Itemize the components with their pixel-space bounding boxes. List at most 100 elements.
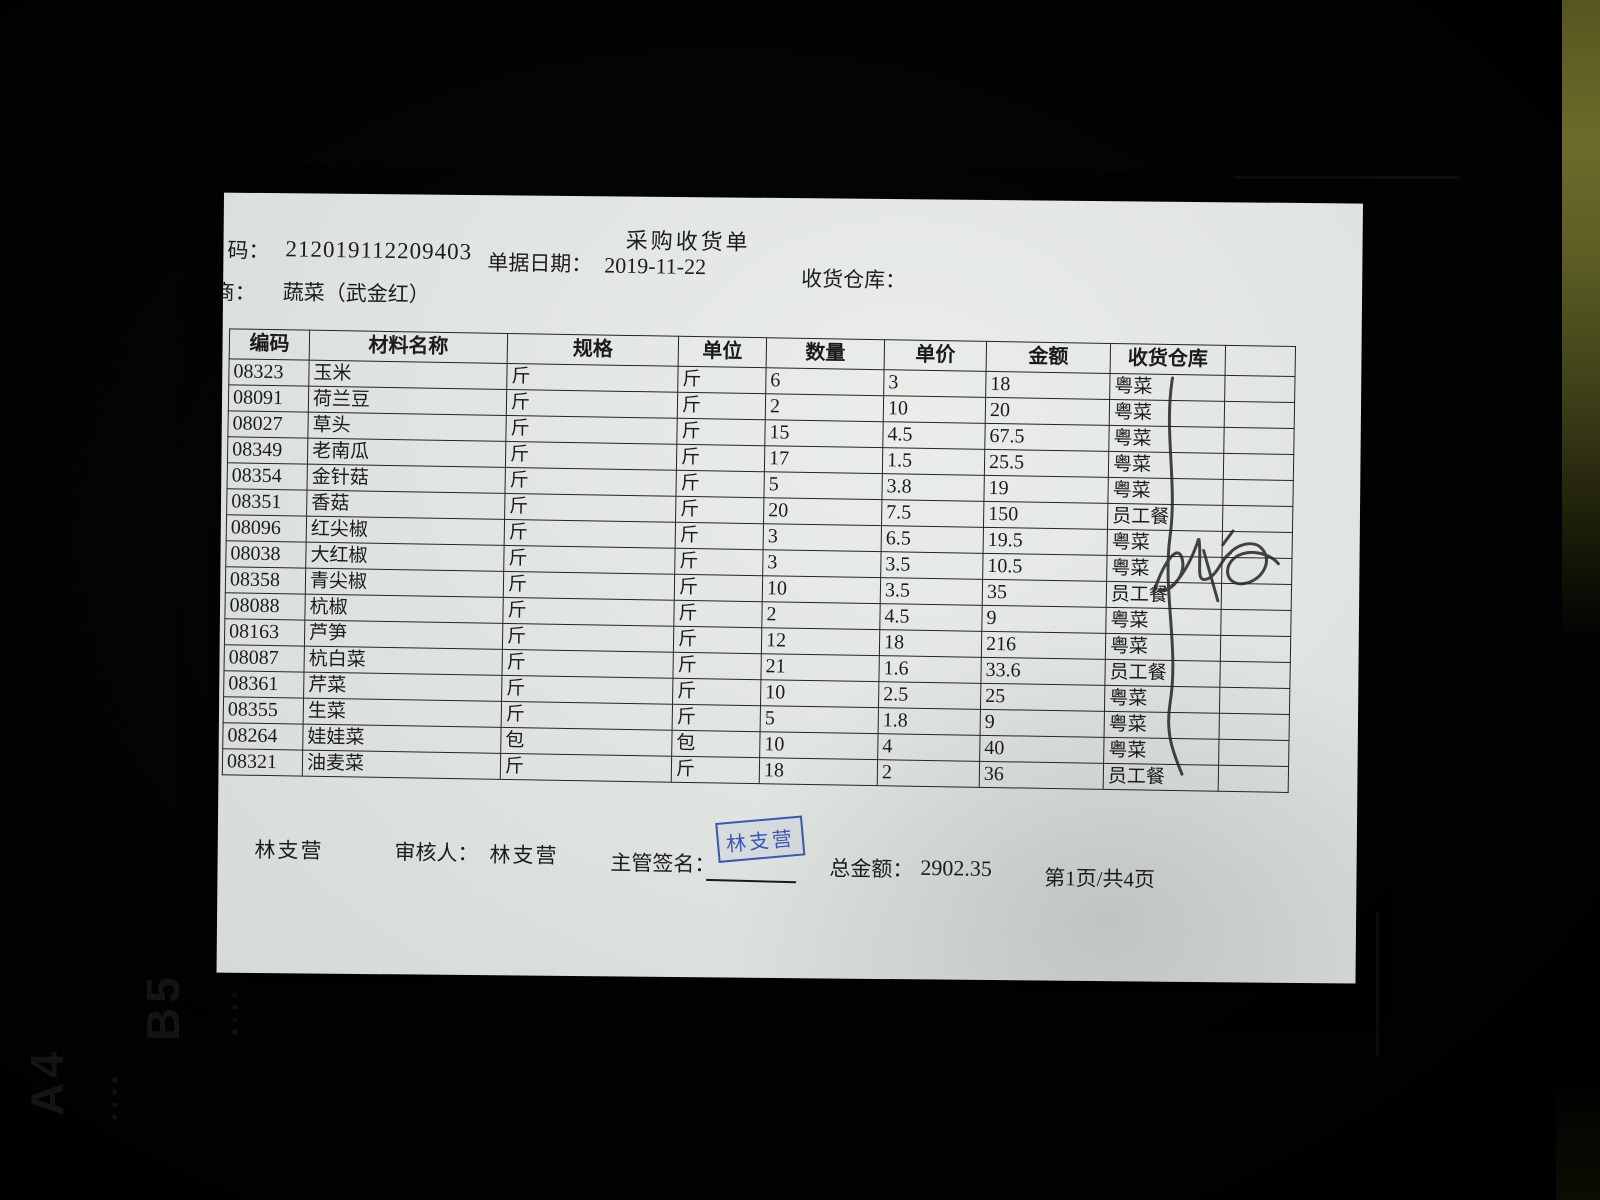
copier-edge-vline (1376, 912, 1379, 1057)
cell-amount: 36 (979, 761, 1104, 790)
cell-spec: 斤 (504, 519, 676, 549)
cell-code: 08088 (224, 592, 306, 621)
cell-quantity: 3 (762, 549, 882, 578)
cell-extra (1218, 739, 1289, 767)
cell-warehouse: 粤菜 (1106, 555, 1223, 584)
header-unit: 单位 (678, 336, 767, 368)
cell-amount: 40 (979, 735, 1105, 764)
table-body: 08323 玉米 斤 斤 6 3 18 粤菜 08091 荷兰豆 斤 斤 2 1… (222, 358, 1296, 793)
cell-material-name: 杭椒 (304, 594, 504, 624)
cell-amount: 216 (981, 631, 1106, 660)
cell-spec: 斤 (501, 701, 673, 731)
cell-warehouse: 员工餐 (1106, 581, 1222, 610)
cell-warehouse: 粤菜 (1109, 399, 1225, 428)
cell-extra (1220, 609, 1292, 637)
cell-material-name: 玉米 (308, 360, 508, 390)
cell-warehouse: 粤菜 (1105, 607, 1222, 636)
cell-extra (1223, 427, 1295, 455)
cell-amount: 9 (980, 709, 1105, 738)
auditor-name: 林支营 (489, 842, 559, 868)
cell-quantity: 10 (762, 575, 881, 604)
cell-amount: 9 (981, 605, 1107, 634)
signature-stamp: 林支营 (715, 815, 806, 863)
cell-material-name: 油麦菜 (302, 750, 501, 780)
cell-material-name: 老南瓜 (307, 438, 506, 468)
cell-warehouse: 粤菜 (1108, 451, 1224, 480)
cell-unit-price: 18 (879, 629, 982, 658)
cell-material-name: 大红椒 (305, 542, 505, 572)
header-code: 编码 (229, 328, 310, 361)
cell-unit-price: 3.8 (881, 473, 985, 502)
cell-quantity: 6 (765, 367, 885, 396)
cell-unit-price: 4 (877, 733, 981, 762)
cell-code: 08163 (224, 618, 305, 647)
cell-amount: 33.6 (980, 657, 1106, 686)
header-material-name: 材料名称 (309, 330, 508, 364)
cell-unit: 斤 (671, 756, 760, 784)
cell-quantity: 18 (759, 757, 878, 786)
cell-unit-price: 2 (877, 759, 980, 788)
receiving-warehouse-label: 收货仓库： (800, 266, 907, 293)
cell-unit-price: 1.6 (878, 655, 982, 684)
doc-date-label: 单据日期： (487, 250, 593, 277)
cell-extra (1219, 661, 1291, 689)
cell-material-name: 荷兰豆 (308, 386, 507, 416)
signature-underline (706, 878, 797, 884)
cell-spec: 斤 (501, 649, 674, 679)
cell-unit: 包 (671, 730, 761, 758)
wood-edge (1562, 0, 1600, 640)
doc-number-value: 212019112209403 (285, 236, 473, 265)
header-extra (1225, 345, 1296, 377)
cell-warehouse: 粤菜 (1104, 711, 1220, 740)
cell-unit: 斤 (674, 574, 763, 602)
platen-dots-a4: ▪▪▪▪ (104, 1070, 125, 1121)
cell-warehouse: 粤菜 (1107, 477, 1224, 506)
cell-unit-price: 3 (883, 369, 987, 398)
cell-quantity: 17 (764, 445, 883, 474)
cell-extra (1219, 687, 1290, 715)
platen-label-a4: A4 (21, 1047, 73, 1116)
supervisor-sign-label: 主管签名： (610, 850, 716, 877)
cell-code: 08264 (222, 722, 304, 751)
cell-unit: 斤 (674, 548, 764, 576)
cell-extra (1220, 635, 1291, 663)
cell-warehouse: 粤菜 (1109, 373, 1226, 402)
cell-spec: 斤 (500, 753, 672, 783)
header-unit-price: 单价 (884, 339, 987, 372)
cell-material-name: 芹菜 (303, 672, 502, 702)
header-warehouse: 收货仓库 (1110, 343, 1226, 376)
cell-quantity: 10 (759, 731, 879, 760)
cell-amount: 19.5 (983, 527, 1108, 556)
cell-amount: 18 (985, 371, 1111, 400)
cell-unit: 斤 (675, 496, 764, 524)
cell-spec: 斤 (505, 415, 678, 445)
cell-warehouse: 粤菜 (1105, 633, 1221, 662)
cell-unit-price: 4.5 (879, 603, 983, 632)
cell-extra (1221, 557, 1293, 585)
cell-quantity: 10 (760, 679, 879, 708)
cell-warehouse: 粤菜 (1107, 529, 1223, 558)
cell-unit: 斤 (673, 626, 762, 654)
cell-material-name: 芦笋 (304, 620, 503, 650)
cell-unit-price: 6.5 (881, 525, 984, 554)
cell-code: 08354 (227, 462, 308, 491)
cell-amount: 20 (985, 397, 1110, 426)
cell-spec: 斤 (506, 389, 678, 419)
cell-unit-price: 1.5 (882, 447, 985, 476)
cell-code: 08027 (227, 410, 309, 439)
cell-unit: 斤 (673, 600, 763, 628)
cell-warehouse: 粤菜 (1108, 425, 1225, 454)
cell-quantity: 15 (764, 419, 884, 448)
cell-unit-price: 3.5 (880, 551, 984, 580)
cell-quantity: 21 (760, 653, 880, 682)
cell-unit-price: 7.5 (881, 499, 984, 528)
header-spec: 规格 (507, 333, 679, 367)
cell-material-name: 香菇 (306, 490, 505, 520)
cell-extra (1218, 765, 1289, 793)
cell-warehouse: 粤菜 (1104, 685, 1220, 714)
cell-amount: 19 (983, 475, 1109, 504)
cell-spec: 斤 (502, 597, 675, 627)
cell-code: 08323 (228, 358, 310, 387)
cell-spec: 包 (500, 727, 673, 757)
cell-warehouse: 员工餐 (1104, 659, 1221, 688)
